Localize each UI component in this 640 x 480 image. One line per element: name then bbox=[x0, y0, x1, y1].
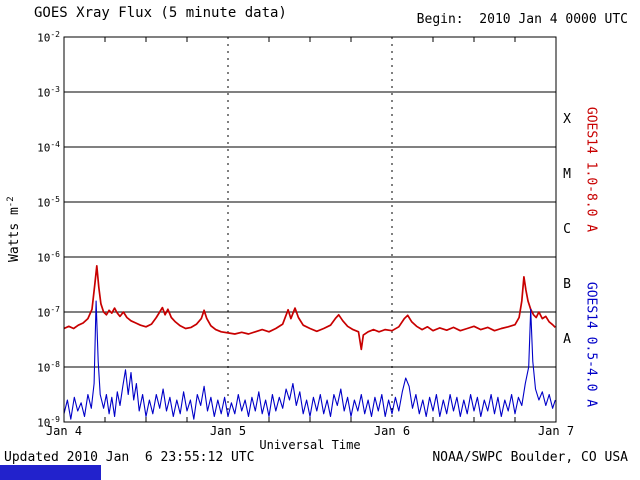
y-tick-label: 10-5 bbox=[37, 195, 60, 210]
series-goes14-short bbox=[63, 300, 556, 420]
y-tick-label: 10-3 bbox=[37, 85, 60, 100]
legend-goes14-long-channel: GOES14 1.0-8.0 A bbox=[583, 106, 599, 233]
y-axis-title-text: Watts m bbox=[7, 207, 23, 262]
updated-timestamp: Updated 2010 Jan 6 23:55:12 UTC bbox=[4, 450, 255, 465]
x-tick-label: Jan 7 bbox=[537, 424, 575, 438]
series-goes14-long bbox=[63, 264, 556, 351]
flare-class-letter-x: X bbox=[563, 111, 571, 127]
y-axis-title: Watts m-2 bbox=[6, 179, 22, 279]
page-title: GOES Xray Flux (5 minute data) bbox=[34, 5, 287, 21]
source-credit: NOAA/SWPC Boulder, CO USA bbox=[432, 450, 628, 465]
x-tick-label: Jan 4 bbox=[45, 424, 83, 438]
y-tick-label: 10-7 bbox=[37, 305, 60, 320]
flare-class-letter-c: C bbox=[563, 221, 571, 237]
y-tick-label: 10-9 bbox=[37, 415, 60, 430]
x-tick-label: Jan 5 bbox=[209, 424, 247, 438]
flare-class-letter-m: M bbox=[563, 166, 571, 182]
legend-goes14-short-channel: GOES14 0.5-4.0 A bbox=[583, 281, 599, 408]
flare-class-letter-b: B bbox=[563, 276, 571, 292]
y-axis-title-exponent: -2 bbox=[5, 196, 16, 208]
x-axis-title: Universal Time bbox=[259, 438, 361, 452]
x-tick-label: Jan 6 bbox=[373, 424, 411, 438]
y-tick-label: 10-6 bbox=[37, 250, 60, 265]
flare-class-letter-a: A bbox=[563, 331, 571, 347]
corner-box bbox=[0, 465, 101, 480]
plot-border bbox=[63, 36, 557, 423]
y-tick-label: 10-8 bbox=[37, 360, 60, 375]
begin-timestamp: Begin: 2010 Jan 4 0000 UTC bbox=[416, 12, 628, 27]
y-tick-label: 10-4 bbox=[37, 140, 60, 155]
y-tick-label: 10-2 bbox=[37, 30, 60, 45]
